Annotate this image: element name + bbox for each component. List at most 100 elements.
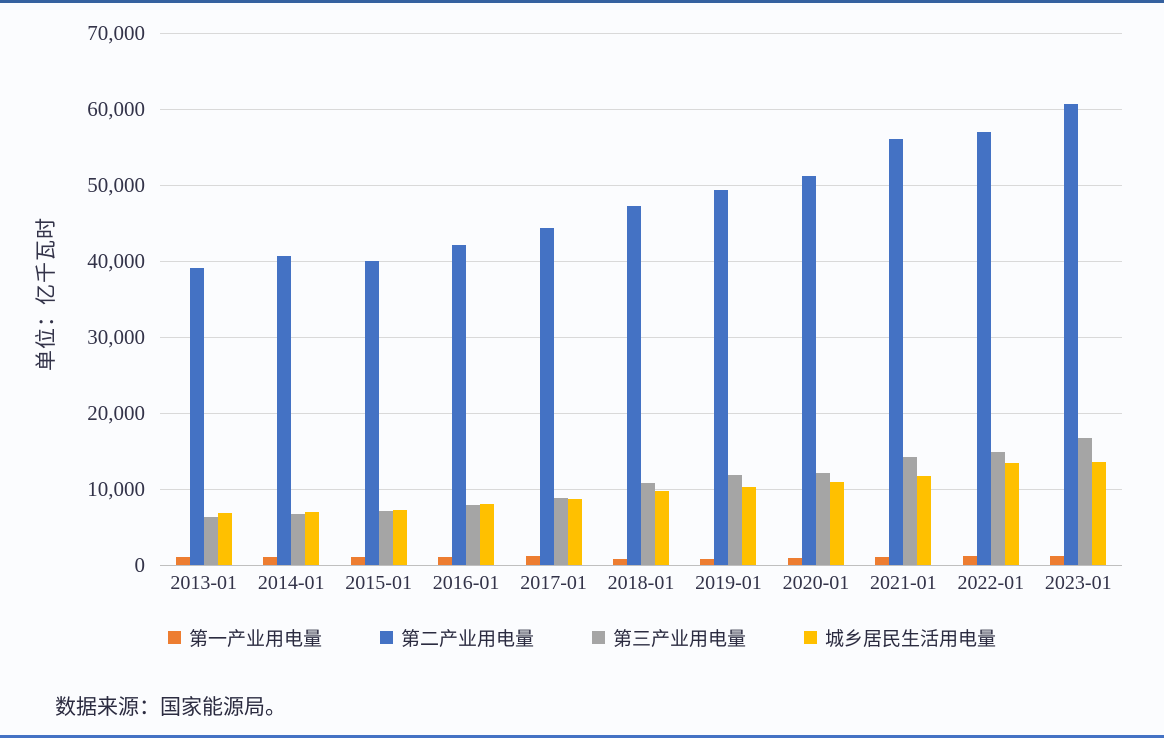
bars-row <box>160 33 1122 565</box>
bar-group <box>247 33 334 565</box>
x-axis-line <box>160 565 1122 566</box>
bar <box>350 557 365 565</box>
y-tick-label: 0 <box>134 553 146 577</box>
legend-item: 第一产业用电量 <box>167 624 322 651</box>
legend-label: 第一产业用电量 <box>188 629 322 650</box>
gridline <box>160 33 1122 34</box>
bar <box>714 189 729 565</box>
bar <box>815 473 830 565</box>
bar <box>291 514 306 565</box>
bar <box>787 558 802 565</box>
bar-group <box>597 33 684 565</box>
x-tick-label: 2013-01 <box>170 572 238 594</box>
bar <box>539 227 554 565</box>
bar <box>654 491 669 565</box>
y-tick-label: 50,000 <box>87 173 145 197</box>
bar <box>1092 462 1107 565</box>
legend-label: 城乡居民生活用电量 <box>825 629 997 650</box>
y-tick-label: 20,000 <box>87 401 145 425</box>
bar <box>829 481 844 565</box>
bar <box>903 456 918 565</box>
bar <box>728 474 743 565</box>
bar <box>640 482 655 565</box>
y-tick-label: 10,000 <box>87 477 145 501</box>
legend-item: 第二产业用电量 <box>379 624 534 651</box>
bar-group <box>860 33 947 565</box>
bar-group <box>335 33 422 565</box>
gridline <box>160 109 1122 110</box>
bar <box>378 510 393 565</box>
y-tick-label: 40,000 <box>87 249 145 273</box>
bar-group <box>947 33 1034 565</box>
bar <box>976 131 991 565</box>
legend-label: 第三产业用电量 <box>613 629 747 650</box>
bar <box>189 267 204 565</box>
bar <box>263 557 278 565</box>
legend-item: 城乡居民生活用电量 <box>804 624 996 651</box>
bar-group <box>510 33 597 565</box>
x-tick-label: 2015-01 <box>345 572 412 594</box>
bar <box>1050 556 1065 565</box>
bar <box>438 556 453 565</box>
gridline <box>160 413 1122 414</box>
legend-item: 第三产业用电量 <box>592 624 746 651</box>
x-tick-label: 2018-01 <box>607 572 675 594</box>
bar <box>364 260 379 565</box>
bar <box>466 504 481 565</box>
bar <box>525 556 540 565</box>
bar <box>1078 438 1093 565</box>
y-axis-title: 单位：亿千瓦时 <box>34 217 58 371</box>
bar <box>553 498 568 565</box>
bottom-border-line <box>0 735 1164 738</box>
bar <box>801 175 816 565</box>
plot-area <box>160 33 1122 566</box>
bar <box>700 559 715 565</box>
bar <box>480 503 495 565</box>
bar <box>217 513 232 565</box>
bar <box>626 206 641 565</box>
gridline <box>160 337 1122 338</box>
x-tick-label: 2014-01 <box>257 572 325 594</box>
bar-group <box>422 33 509 565</box>
bar <box>452 245 467 565</box>
legend-label: 第二产业用电量 <box>400 629 534 650</box>
bar-group <box>160 33 247 565</box>
bar <box>392 509 407 565</box>
x-tick-label: 2022-01 <box>957 572 1025 594</box>
x-axis-labels: 2013-01 2014-01 2015-01 2016-01 2017-01 2018-… <box>160 572 1122 595</box>
legend-swatch-icon <box>167 631 181 644</box>
x-tick-label: 2023-01 <box>1044 572 1112 594</box>
bar <box>1064 103 1079 565</box>
x-tick-label: 2019-01 <box>695 572 762 594</box>
legend-swatch-icon <box>379 631 393 644</box>
bar <box>875 557 890 565</box>
bar-group <box>772 33 859 565</box>
bar <box>889 138 904 565</box>
x-tick-label: 2016-01 <box>432 572 500 594</box>
bar <box>175 557 190 565</box>
gridline <box>160 185 1122 186</box>
legend: 第一产业用电量 第二产业用电量 第三产业用电量 城乡居民生活用电量 <box>0 624 1164 651</box>
bar <box>305 512 320 565</box>
data-source-note: 数据来源：国家能源局。 <box>55 695 286 719</box>
bar-group <box>685 33 772 565</box>
legend-swatch-icon <box>592 631 605 644</box>
bar <box>203 517 218 565</box>
x-tick-label: 2020-01 <box>782 572 850 594</box>
y-tick-label: 30,000 <box>87 325 145 349</box>
y-tick-label: 70,000 <box>87 21 145 45</box>
bar <box>1004 463 1019 565</box>
bar <box>567 498 582 565</box>
gridline <box>160 261 1122 262</box>
bar <box>277 256 292 565</box>
y-tick-label: 60,000 <box>87 97 145 121</box>
bar <box>742 487 757 565</box>
bar <box>612 559 627 565</box>
bar-group <box>1035 33 1122 565</box>
bar <box>917 475 932 565</box>
x-tick-label: 2017-01 <box>520 572 587 594</box>
legend-swatch-icon <box>804 631 818 644</box>
top-border-line <box>0 0 1164 3</box>
bar <box>962 556 977 565</box>
